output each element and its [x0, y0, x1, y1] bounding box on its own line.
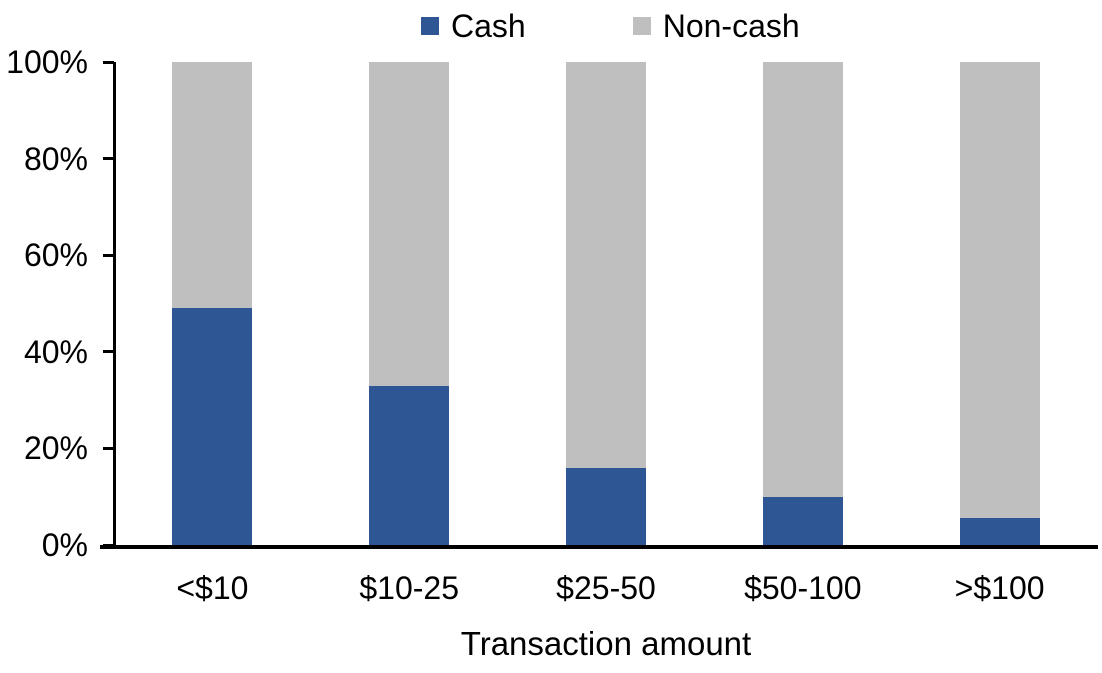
x-category-label: <$10 — [176, 570, 249, 606]
y-tick-mark — [103, 253, 114, 257]
legend-label: Cash — [451, 8, 526, 44]
bar-segment-non-cash — [369, 62, 450, 386]
y-tick-mark — [103, 60, 114, 64]
y-tick-label: 20% — [23, 430, 88, 467]
legend-label: Non-cash — [662, 8, 800, 44]
bar-column — [172, 62, 253, 545]
bar-segment-non-cash — [566, 62, 646, 468]
x-axis-title: Transaction amount — [460, 625, 752, 662]
bar-segment-cash — [566, 467, 646, 545]
y-tick-label: 40% — [23, 333, 88, 370]
legend-swatch-icon — [421, 17, 439, 35]
y-tick-mark — [103, 446, 114, 450]
bar-segment-cash — [172, 308, 253, 545]
y-tick-mark — [103, 543, 114, 547]
bar-segment-non-cash — [959, 62, 1040, 519]
x-category-label: $25-50 — [556, 570, 656, 606]
legend-item-cash: Cash — [421, 10, 526, 42]
x-category-label: $10-25 — [359, 570, 459, 606]
chart-legend: Cash Non-cash — [421, 10, 800, 42]
x-axis-line — [100, 545, 1098, 549]
x-category-label: $50-100 — [744, 570, 862, 606]
y-tick-mark — [103, 157, 114, 161]
bar-column — [369, 62, 450, 545]
y-tick-label: 100% — [6, 44, 88, 80]
y-tick-label: 80% — [23, 140, 88, 177]
bar-segment-non-cash — [172, 62, 253, 309]
bar-column — [762, 62, 843, 545]
bar-column — [959, 62, 1040, 545]
y-tick-label: 60% — [23, 237, 88, 274]
x-category-label: >$100 — [954, 570, 1045, 606]
y-axis-line — [113, 62, 116, 547]
legend-item-non-cash: Non-cash — [632, 8, 800, 44]
bar-segment-cash — [762, 496, 843, 545]
legend-swatch-icon — [632, 17, 651, 35]
bar-segment-non-cash — [762, 62, 843, 497]
bar-segment-cash — [959, 518, 1040, 545]
plot-area — [114, 62, 1098, 545]
bar-column — [566, 62, 646, 545]
y-tick-label: 0% — [41, 527, 88, 563]
y-tick-mark — [103, 350, 114, 354]
bar-segment-cash — [369, 385, 450, 545]
